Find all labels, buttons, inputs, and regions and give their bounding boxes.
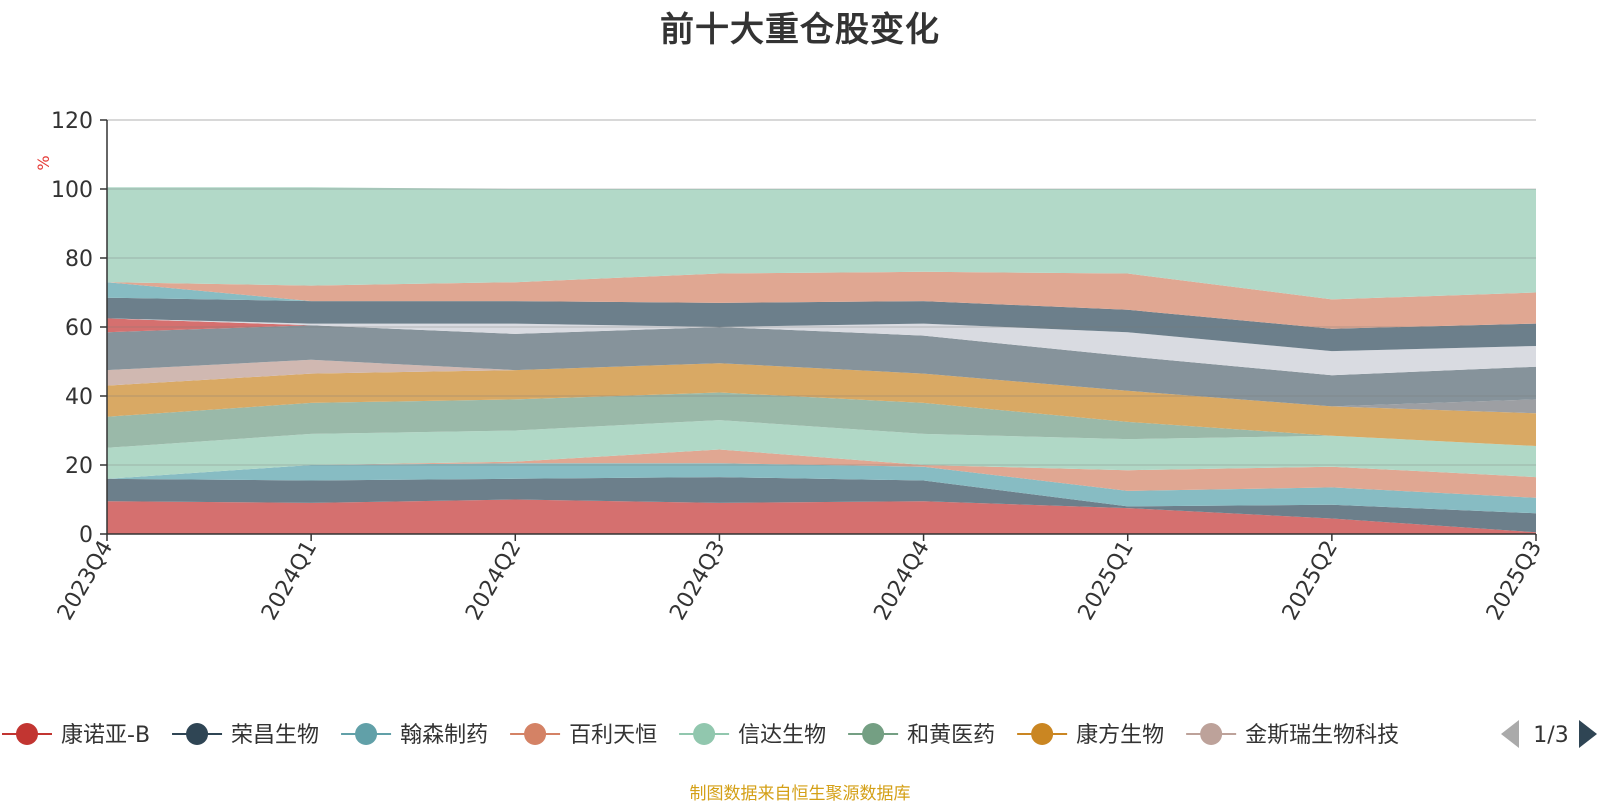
area-series-9	[107, 325, 1536, 407]
y-tick-label: 40	[65, 385, 93, 410]
legend-item[interactable]: 和黄医药	[848, 723, 995, 748]
source-note: 制图数据来自恒生聚源数据库	[689, 784, 911, 804]
legend-item[interactable]: 康方生物	[1017, 723, 1164, 748]
legend-page-indicator: 1/3	[1533, 723, 1568, 748]
legend-marker-icon	[524, 723, 547, 745]
x-tick-label: 2024Q4	[869, 537, 934, 625]
legend-marker-icon	[1031, 723, 1054, 745]
area-series-11	[107, 318, 1536, 376]
area-series-3	[107, 449, 1536, 498]
chart-title: 前十大重仓股变化	[660, 10, 940, 50]
legend-label: 金斯瑞生物科技	[1245, 723, 1399, 748]
legend-pager[interactable]: 1/3	[1501, 720, 1597, 748]
legend-item[interactable]: 金斯瑞生物科技	[1186, 723, 1399, 748]
area-series-4	[107, 420, 1536, 479]
legend-next-icon[interactable]	[1579, 720, 1597, 748]
legend-label: 和黄医药	[907, 723, 995, 748]
legend-label: 康诺亚-B	[61, 723, 150, 748]
legend-item[interactable]: 百利天恒	[510, 723, 657, 748]
legend-marker-icon	[16, 723, 38, 745]
area-series-8	[107, 359, 1536, 414]
legend-label: 翰森制药	[400, 723, 488, 748]
area-series-10	[107, 318, 1536, 376]
y-tick-label: 20	[65, 454, 93, 479]
legend[interactable]: 康诺亚-B 荣昌生物 翰森制药 百利天恒 信达生物 和黄医药 康方生物 金斯瑞生物科技	[2, 723, 1399, 748]
area-series-15	[107, 187, 1536, 300]
x-tick-label: 2024Q2	[461, 537, 526, 625]
x-tick-label: 2024Q1	[257, 537, 322, 625]
area-series-14	[107, 271, 1536, 329]
legend-marker-icon	[1200, 723, 1223, 745]
legend-label: 信达生物	[738, 723, 826, 748]
y-tick-label: 120	[51, 109, 93, 134]
area-series-12	[107, 297, 1536, 352]
x-tick-label: 2024Q3	[665, 537, 730, 625]
area-series-6	[107, 363, 1536, 446]
legend-label: 荣昌生物	[231, 723, 319, 748]
legend-marker-icon	[693, 723, 716, 745]
legend-label: 康方生物	[1076, 723, 1164, 748]
grid-lines	[107, 119, 1536, 466]
area-series-0	[107, 499, 1536, 534]
area-series-2	[107, 463, 1536, 514]
y-axis-unit: %	[34, 155, 53, 170]
legend-marker-icon	[186, 723, 209, 745]
legend-prev-icon[interactable]	[1501, 720, 1519, 748]
legend-label: 百利天恒	[569, 723, 657, 748]
x-tick-label: 2025Q1	[1074, 537, 1139, 625]
y-tick-label: 80	[65, 247, 93, 272]
y-tick-label: 60	[65, 316, 93, 341]
area-series-7	[107, 359, 1536, 414]
legend-marker-icon	[862, 723, 885, 745]
x-tick-label: 2025Q3	[1482, 537, 1547, 625]
legend-item[interactable]: 康诺亚-B	[2, 723, 150, 748]
area-series-5	[107, 392, 1536, 448]
x-tick-label: 2023Q4	[53, 537, 118, 625]
legend-item[interactable]: 荣昌生物	[172, 723, 319, 748]
legend-marker-icon	[355, 723, 378, 745]
legend-item[interactable]: 信达生物	[679, 723, 826, 748]
y-tick-label: 100	[51, 178, 93, 203]
y-tick-label: 0	[79, 523, 93, 548]
area-series	[107, 187, 1536, 534]
area-series-1	[107, 477, 1536, 533]
x-tick-label: 2025Q2	[1278, 537, 1343, 625]
legend-item[interactable]: 翰森制药	[341, 723, 488, 748]
